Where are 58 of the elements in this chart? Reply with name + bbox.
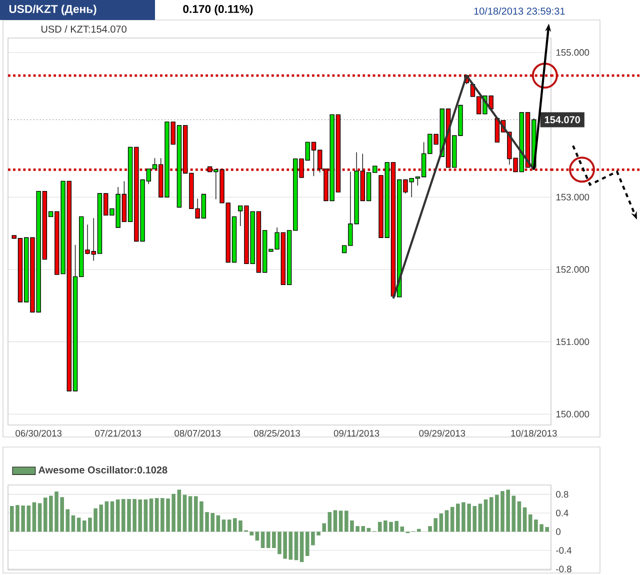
- bar: [416, 528, 421, 532]
- bar: [328, 512, 332, 532]
- bar: [216, 515, 220, 532]
- text: 10/18/2013 23:59:31: [474, 7, 565, 15]
- bar: [222, 520, 226, 532]
- bar: [116, 499, 120, 532]
- x-tick-label: 10/18/2013: [511, 430, 557, 437]
- bar: [294, 532, 298, 560]
- bar: [255, 532, 260, 541]
- bar: [144, 499, 148, 532]
- y-tick-label: 0.4: [556, 510, 568, 516]
- bar: [400, 526, 404, 532]
- bar: [522, 507, 527, 532]
- x-tick-label: 07/21/2013: [95, 430, 141, 437]
- bar: [38, 503, 42, 532]
- text: USD / KZT:154.070: [41, 25, 126, 33]
- bar: [104, 501, 109, 532]
- y-tick-label: 0.8: [556, 491, 568, 498]
- x-tick-label: 08/07/2013: [174, 430, 220, 437]
- x-tick-label: 09/29/2013: [419, 430, 466, 437]
- bar: [182, 494, 187, 532]
- bar: [484, 499, 488, 532]
- chart-subtitle: 0.170 (0.11%): [183, 4, 253, 16]
- bar: [110, 501, 114, 532]
- legend-label: Awesome Oscillator:0.1028: [38, 466, 168, 474]
- x-tick-label: 06/30/2013: [16, 430, 62, 437]
- bar: [71, 515, 76, 532]
- chart-title: USD/KZT (День): [9, 4, 96, 16]
- y-tick-label: 0: [556, 528, 561, 535]
- y-tick-label: 155.000: [556, 49, 590, 56]
- bar: [439, 513, 444, 532]
- y-tick-label: 151.000: [556, 338, 590, 346]
- bar: [333, 510, 338, 532]
- bar: [32, 502, 36, 532]
- ref-line-label: 154.070: [544, 116, 580, 124]
- y-tick-label: -0.4: [556, 547, 572, 554]
- y-tick-label: 152.000: [556, 266, 590, 273]
- y-tick-label: -0.8: [556, 566, 572, 572]
- bar: [227, 520, 232, 532]
- bar: [517, 501, 522, 532]
- x-tick-label: 08/25/2013: [254, 430, 300, 437]
- bar: [250, 532, 254, 536]
- bar: [177, 490, 182, 532]
- x-tick-label: 09/11/2013: [334, 430, 380, 437]
- bar: [478, 504, 482, 532]
- y-tick-label: 150.000: [556, 410, 590, 418]
- bar: [300, 532, 304, 562]
- bar: [338, 510, 343, 532]
- bar: [444, 510, 449, 532]
- bar: [66, 509, 70, 532]
- bar: [149, 498, 154, 532]
- bar: [450, 506, 454, 532]
- y-tick-label: 153.000: [556, 194, 590, 200]
- bar: [489, 497, 494, 532]
- bar: [188, 496, 192, 532]
- bar: [260, 532, 265, 548]
- bar: [322, 523, 326, 532]
- bar: [76, 518, 81, 532]
